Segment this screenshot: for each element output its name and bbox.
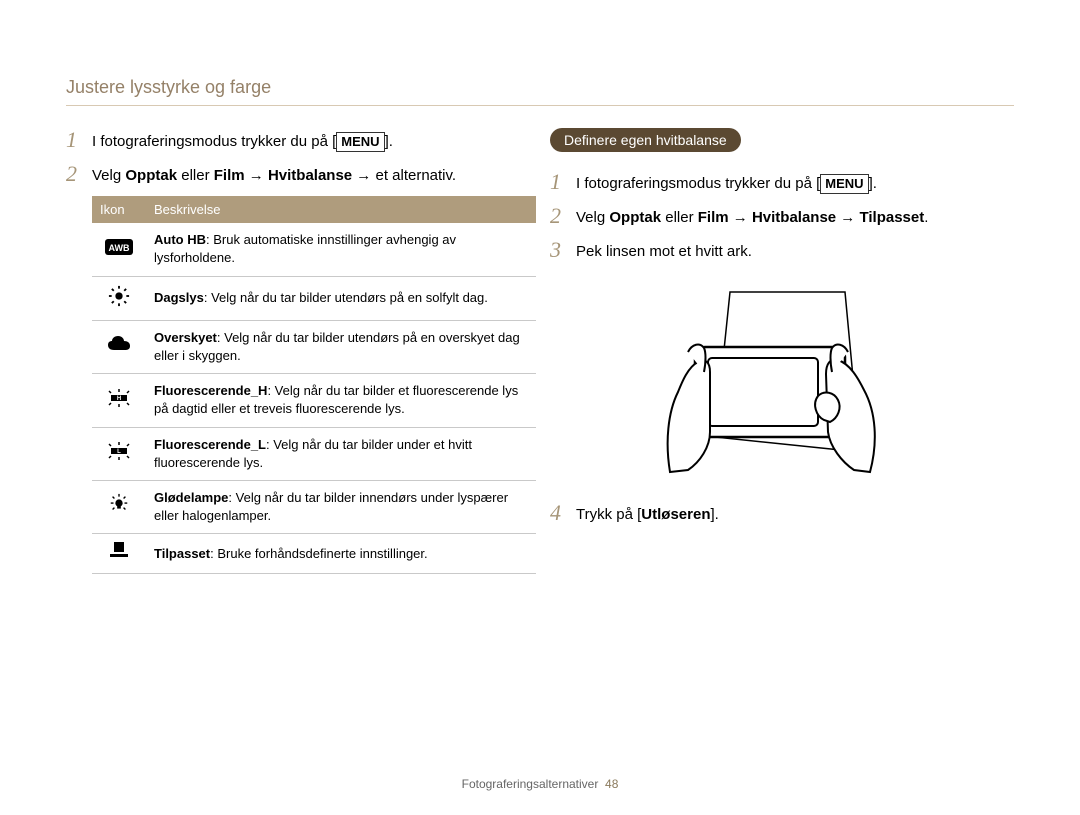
step-text: Velg Opptak eller Film → Hvitbalanse → T… [576,204,1016,228]
step-number: 1 [550,170,576,193]
col-icon: Ikon [92,196,146,223]
t: → [729,209,752,226]
step-number: 2 [550,204,576,227]
step-4-right: 4 Trykk på [Utløseren]. [550,501,1016,525]
t: ]. [710,506,718,523]
row-desc: Overskyet: Velg når du tar bilder utendø… [146,320,536,373]
term: Auto HB [154,232,206,247]
table-row: H Fluorescerende_H: Velg når du tar bild… [92,374,536,427]
term: Fluorescerende_H [154,383,267,398]
step-text: I fotograferingsmodus trykker du på [MEN… [576,170,1016,194]
step-text: Trykk på [Utløseren]. [576,501,1016,525]
step-pre: I fotograferingsmodus trykker du på [ [92,133,336,150]
page-number: 48 [605,777,618,791]
step-1-right: 1 I fotograferingsmodus trykker du på [M… [550,170,1016,194]
t: → [245,167,268,184]
step-text: I fotograferingsmodus trykker du på [MEN… [92,128,532,152]
desc: : Bruke forhåndsdefinerte innstillinger. [210,546,428,561]
term: Overskyet [154,330,217,345]
section-title: Justere lysstyrke og farge [66,77,271,98]
row-desc: Tilpasset: Bruke forhåndsdefinerte innst… [146,534,536,574]
table-row: L Fluorescerende_L: Velg når du tar bild… [92,427,536,480]
t: Trykk på [ [576,506,641,523]
t: Opptak [609,209,661,226]
t: Film [698,209,729,226]
bulb-icon [92,480,146,533]
step-pre: I fotograferingsmodus trykker du på [ [576,175,820,192]
header-rule [66,105,1014,106]
left-column: 1 I fotograferingsmodus trykker du på [M… [66,128,532,574]
row-desc: Fluorescerende_H: Velg når du tar bilder… [146,374,536,427]
right-column: Definere egen hvitbalanse 1 I fotografer… [550,128,1016,535]
t: Tilpasset [859,209,924,226]
step-3-right: 3 Pek linsen mot et hvitt ark. [550,238,1016,262]
term: Fluorescerende_L [154,437,266,452]
term: Glødelampe [154,490,228,505]
table-row: Dagslys: Velg når du tar bilder utendørs… [92,276,536,320]
page-footer: Fotograferingsalternativer 48 [0,777,1080,791]
step-2-left: 2 Velg Opptak eller Film → Hvitbalanse →… [66,162,532,186]
step-2-right: 2 Velg Opptak eller Film → Hvitbalanse →… [550,204,1016,228]
t: Velg [92,167,125,184]
step-text: Velg Opptak eller Film → Hvitbalanse → e… [92,162,532,186]
t: eller [177,167,214,184]
t: Hvitbalanse [268,167,352,184]
term: Dagslys [154,290,204,305]
t: → et alternativ. [352,167,456,184]
subsection-pill: Definere egen hvitbalanse [550,128,741,152]
col-desc: Beskrivelse [146,196,536,223]
awb-icon: AWB [92,223,146,276]
fluorescent-l-icon: L [92,427,146,480]
t: Hvitbalanse [752,209,836,226]
svg-text:AWB: AWB [109,243,130,253]
t: eller [661,209,698,226]
t: Film [214,167,245,184]
t: → [836,209,859,226]
cloud-icon [92,320,146,373]
row-desc: Glødelampe: Velg når du tar bilder innen… [146,480,536,533]
step-post: ]. [385,133,393,150]
step-number: 3 [550,238,576,261]
sun-icon [92,276,146,320]
table-row: AWB Auto HB: Bruk automatiske innstillin… [92,223,536,276]
table-row: Overskyet: Velg når du tar bilder utendø… [92,320,536,373]
step-1-left: 1 I fotograferingsmodus trykker du på [M… [66,128,532,152]
footer-label: Fotograferingsalternativer [462,777,599,791]
menu-button-label: MENU [336,132,384,152]
term: Tilpasset [154,546,210,561]
step-text: Pek linsen mot et hvitt ark. [576,238,1016,262]
step-number: 4 [550,501,576,524]
step-number: 2 [66,162,92,185]
table-row: Tilpasset: Bruke forhåndsdefinerte innst… [92,534,536,574]
row-desc: Auto HB: Bruk automatiske innstillinger … [146,223,536,276]
t: Opptak [125,167,177,184]
step-post: ]. [869,175,877,192]
t: . [924,209,928,226]
row-desc: Dagslys: Velg når du tar bilder utendørs… [146,276,536,320]
svg-text:L: L [117,449,121,455]
row-desc: Fluorescerende_L: Velg når du tar bilder… [146,427,536,480]
menu-button-label: MENU [820,174,868,194]
desc: : Velg når du tar bilder utendørs på en … [204,290,488,305]
white-balance-table: Ikon Beskrivelse AWB Auto HB: Bruk autom… [92,196,536,574]
table-row: Glødelampe: Velg når du tar bilder innen… [92,480,536,533]
fluorescent-h-icon: H [92,374,146,427]
t: Utløseren [641,506,710,523]
camera-hands-illustration [610,282,910,482]
t: Velg [576,209,609,226]
custom-icon [92,534,146,574]
svg-text:H: H [117,396,121,402]
step-number: 1 [66,128,92,151]
